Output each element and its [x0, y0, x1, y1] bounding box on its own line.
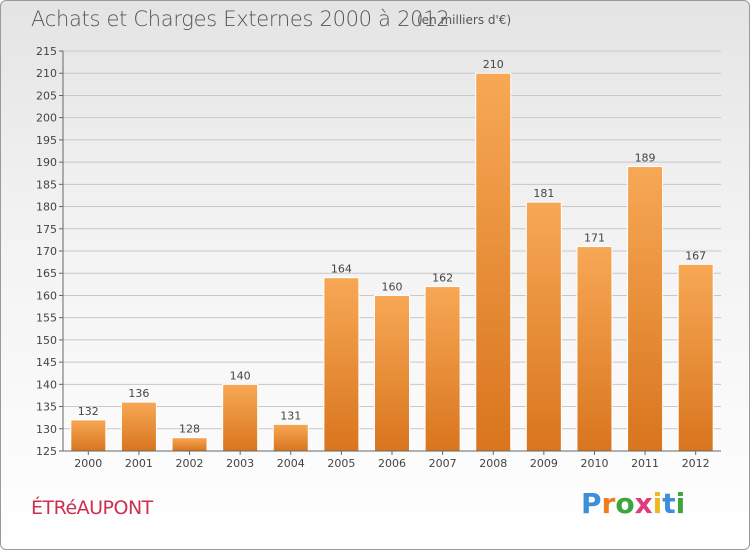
x-tick-label-2002: 2002 [176, 457, 204, 470]
logo-letter: i [652, 487, 663, 520]
value-label-2000: 132 [78, 405, 99, 418]
value-label-2009: 181 [533, 187, 554, 200]
bar-2005 [323, 277, 360, 452]
commune-name: ÉTRéAUPONT [31, 497, 153, 519]
x-tick-label-2012: 2012 [682, 457, 710, 470]
chart-subtitle: (en milliers d'€) [417, 13, 512, 27]
x-tick-label-2000: 2000 [74, 457, 102, 470]
logo-letter: o [615, 487, 635, 520]
x-tick-label-2003: 2003 [226, 457, 254, 470]
x-tick-label-2008: 2008 [479, 457, 507, 470]
logo-letter: P [581, 487, 602, 520]
logo-letter: t [662, 487, 676, 520]
bar-2012 [677, 263, 714, 452]
x-tick-label-2011: 2011 [631, 457, 659, 470]
value-label-2008: 210 [483, 58, 504, 71]
x-tick-label-2006: 2006 [378, 457, 406, 470]
logo-letter: r [601, 487, 616, 520]
x-tick-label-2010: 2010 [580, 457, 608, 470]
value-label-2001: 136 [128, 387, 149, 400]
bars [70, 72, 714, 452]
logo-letter: x [634, 487, 653, 520]
y-axis-ticks: 125 130 135 140 145 150 155 160 165 170 175 180 185 1… [36, 45, 63, 458]
value-label-2002: 128 [179, 423, 200, 436]
y-tick-label: 150 [36, 334, 57, 347]
y-tick-label: 170 [36, 245, 57, 258]
chart-title: Achats et Charges Externes 2000 à 2012 [31, 7, 450, 31]
y-tick-label: 190 [36, 156, 57, 169]
x-axis-ticks: 2000 2001 2002 2003 2004 2005 2006 2007 2008 2009… [74, 451, 710, 470]
bar-2009 [525, 201, 562, 452]
value-label-2003: 140 [230, 369, 251, 382]
y-tick-label: 185 [36, 178, 57, 191]
y-tick-label: 130 [36, 423, 57, 436]
bar-2007 [424, 286, 461, 452]
y-tick-label: 180 [36, 201, 57, 214]
y-tick-label: 195 [36, 134, 57, 147]
value-label-2012: 167 [685, 249, 706, 262]
axes [62, 51, 721, 452]
bar-2011 [627, 166, 664, 452]
x-tick-label-2004: 2004 [277, 457, 305, 470]
bar-2001 [120, 401, 157, 452]
value-labels: 132 136 128 140 131 164 160 162 210 181 171 189 167 [78, 58, 706, 435]
y-tick-label: 155 [36, 312, 57, 325]
y-tick-label: 205 [36, 89, 57, 102]
x-tick-label-2005: 2005 [327, 457, 355, 470]
value-label-2007: 162 [432, 272, 453, 285]
bar-2006 [374, 294, 410, 452]
x-tick-label-2001: 2001 [125, 457, 153, 470]
y-tick-label: 215 [36, 45, 57, 58]
y-tick-label: 145 [36, 356, 57, 369]
bar-2010 [576, 246, 613, 452]
x-tick-label-2007: 2007 [429, 457, 457, 470]
logo-letter: i [675, 487, 686, 520]
y-tick-label: 210 [36, 67, 57, 80]
bar-2002 [171, 437, 208, 452]
y-tick-label: 140 [36, 378, 57, 391]
value-label-2004: 131 [280, 409, 301, 422]
value-label-2006: 160 [382, 280, 403, 293]
value-label-2005: 164 [331, 263, 352, 276]
value-label-2011: 189 [635, 152, 656, 165]
value-label-2010: 171 [584, 232, 605, 245]
bar-2004 [272, 423, 309, 452]
y-tick-label: 200 [36, 112, 57, 125]
bar-2008 [475, 72, 512, 452]
bar-2000 [70, 419, 107, 452]
y-tick-label: 165 [36, 267, 57, 280]
proxiti-logo: Proxiti [581, 487, 685, 520]
y-tick-label: 135 [36, 401, 57, 414]
y-tick-label: 160 [36, 289, 57, 302]
y-tick-label: 125 [36, 445, 57, 458]
bar-2003 [222, 383, 259, 452]
x-tick-label-2009: 2009 [530, 457, 558, 470]
y-tick-label: 175 [36, 223, 57, 236]
